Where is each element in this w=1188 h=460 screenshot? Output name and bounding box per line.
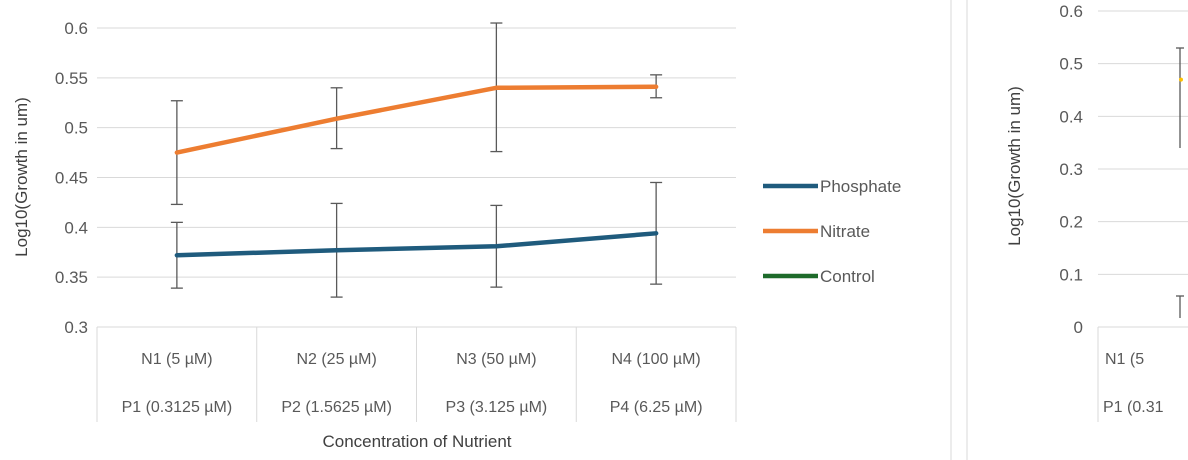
y-tick-label: 0.45 xyxy=(55,169,88,188)
chart-2-error-bars xyxy=(1176,47,1184,318)
x-tick-label-nitrogen: N3 (50 µM) xyxy=(456,351,536,368)
y-tick-label: 0.4 xyxy=(1059,107,1083,126)
x-tick-label-nitrogen: N1 (5 µM) xyxy=(141,351,212,368)
x-tick-label-phosphorus: P2 (1.5625 µM) xyxy=(281,399,392,416)
legend-label: Nitrate xyxy=(820,222,870,241)
series-line-nitrate xyxy=(174,84,659,155)
chart-1-gridlines xyxy=(97,27,736,328)
chart-1-error-bars xyxy=(170,22,663,298)
series-point xyxy=(1179,77,1183,82)
chart-2-y-axis-label: Log10(Growth in um) xyxy=(1005,86,1024,246)
chart-1-series xyxy=(174,84,659,258)
chart-1: 0.3 0.35 0.4 0.45 0.5 0.55 0.6 Log10(Growth in… xyxy=(12,19,901,451)
y-tick-label: 0.4 xyxy=(64,218,88,237)
y-tick-label: 0.35 xyxy=(55,268,88,287)
chart-1-y-axis-label: Log10(Growth in um) xyxy=(12,97,31,257)
legend-label: Control xyxy=(820,267,875,286)
y-tick-label: 0.1 xyxy=(1059,265,1083,284)
y-tick-label: 0.5 xyxy=(1059,55,1083,74)
y-tick-label: 0.3 xyxy=(1059,160,1083,179)
x-tick-label-phosphorus: P1 (0.31 xyxy=(1103,399,1164,416)
y-tick-label: 0.6 xyxy=(64,19,88,38)
x-tick-label-phosphorus: P4 (6.25 µM) xyxy=(610,399,703,416)
x-tick-label-nitrogen: N1 (5 xyxy=(1105,351,1144,368)
chart-2-x-axis: N1 (5 P1 (0.31 xyxy=(1097,327,1164,422)
y-tick-label: 0.6 xyxy=(1059,2,1083,21)
chart-2-gridlines xyxy=(1098,10,1188,328)
y-tick-label: 0.5 xyxy=(64,119,88,138)
x-tick-label-nitrogen: N2 (25 µM) xyxy=(296,351,376,368)
legend-label: Phosphate xyxy=(820,177,901,196)
x-tick-label-phosphorus: P1 (0.3125 µM) xyxy=(122,399,233,416)
chart-2-y-ticks: 0 0.1 0.2 0.3 0.4 0.5 0.6 xyxy=(1059,2,1083,337)
chart-1-legend: Phosphate Nitrate Control xyxy=(763,177,901,286)
series-line-phosphate xyxy=(174,231,659,258)
x-tick-label-phosphorus: P3 (3.125 µM) xyxy=(446,399,548,416)
x-tick-label-nitrogen: N4 (100 µM) xyxy=(612,351,701,368)
chart-2: 00.10.20.30.40.50.6 Log10(Growth in um) … xyxy=(1005,2,1188,422)
y-tick-label: 0.3 xyxy=(64,318,88,337)
y-tick-label: 0.55 xyxy=(55,69,88,88)
chart-1-x-axis-label: Concentration of Nutrient xyxy=(323,432,512,451)
y-tick-label: 0.2 xyxy=(1059,213,1083,232)
chart-1-x-axis: N1 (5 µM) P1 (0.3125 µM) N2 (25 µM) P2 (1.5… xyxy=(96,327,737,422)
chart-2-series xyxy=(1179,77,1183,82)
y-tick-label: 0 xyxy=(1074,318,1083,337)
chart-1-y-ticks: 0.3 0.35 0.4 0.45 0.5 0.55 0.6 xyxy=(55,19,88,337)
